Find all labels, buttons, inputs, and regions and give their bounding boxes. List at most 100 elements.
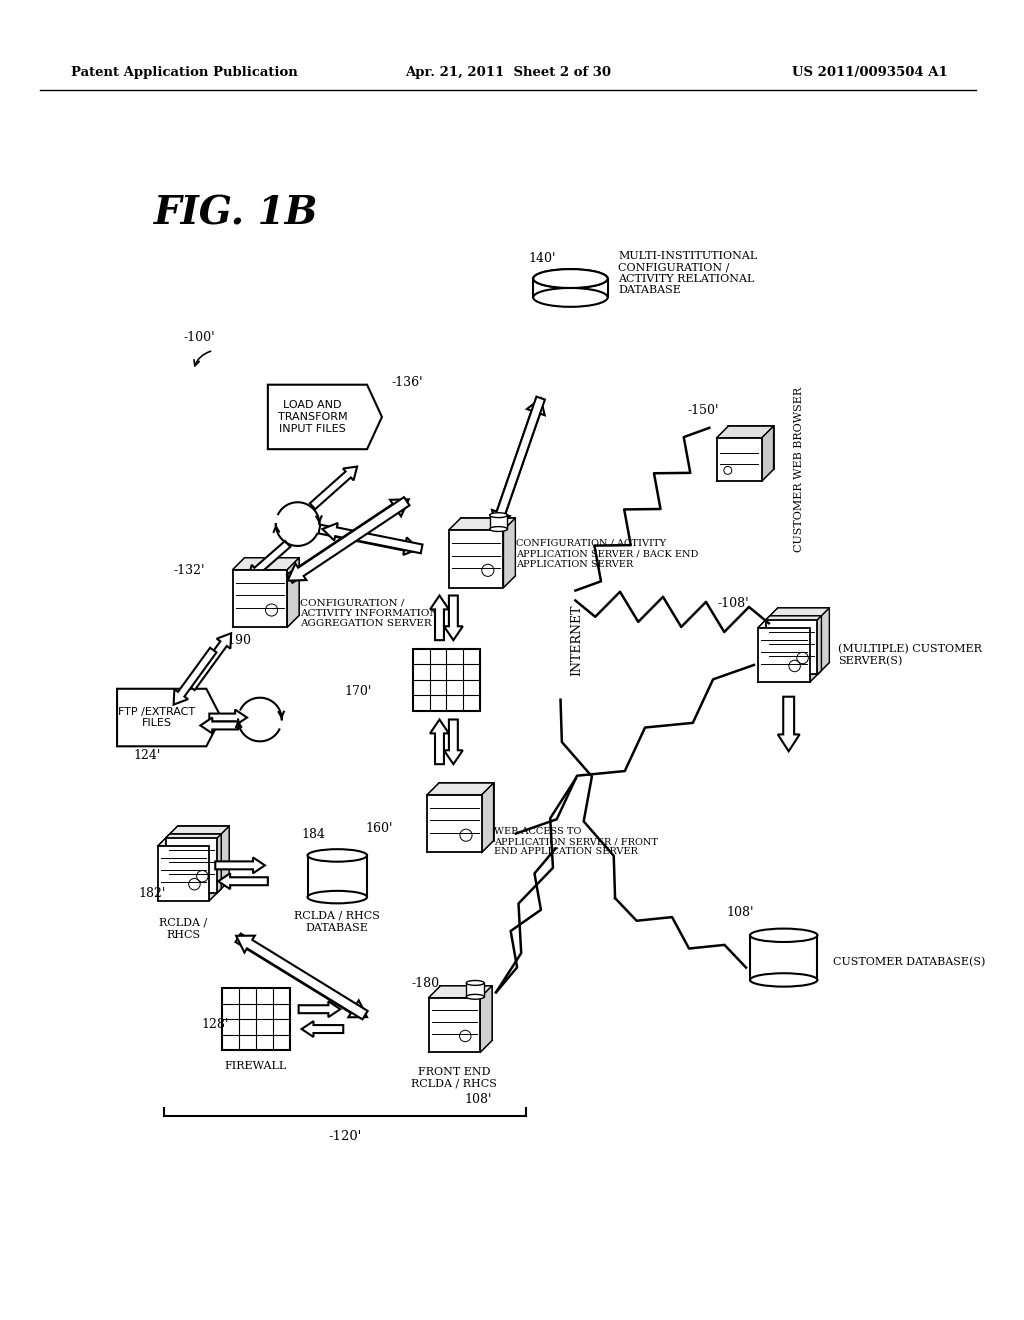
Polygon shape	[778, 697, 800, 751]
Text: -132': -132'	[174, 564, 206, 577]
Polygon shape	[766, 609, 829, 620]
Ellipse shape	[534, 269, 607, 288]
Text: FIREWALL: FIREWALL	[225, 1061, 287, 1071]
Text: -180: -180	[412, 977, 439, 990]
Polygon shape	[299, 1002, 340, 1018]
FancyBboxPatch shape	[461, 519, 515, 576]
FancyBboxPatch shape	[158, 846, 209, 900]
Text: INTERNET: INTERNET	[570, 605, 584, 676]
FancyBboxPatch shape	[758, 628, 810, 682]
FancyBboxPatch shape	[750, 936, 817, 979]
Polygon shape	[217, 826, 229, 892]
Text: 128': 128'	[202, 1018, 228, 1031]
Ellipse shape	[534, 288, 607, 306]
Text: 124': 124'	[134, 748, 162, 762]
Text: RCLDA /
RHCS: RCLDA / RHCS	[160, 917, 208, 940]
FancyBboxPatch shape	[232, 570, 287, 627]
Polygon shape	[323, 523, 423, 553]
Text: CUSTOMER WEB BROWSER: CUSTOMER WEB BROWSER	[794, 387, 804, 552]
Ellipse shape	[489, 527, 508, 532]
Text: LOAD AND
TRANSFORM
INPUT FILES: LOAD AND TRANSFORM INPUT FILES	[278, 400, 347, 433]
FancyBboxPatch shape	[728, 426, 773, 470]
Text: FIG. 1B: FIG. 1B	[154, 194, 318, 232]
Ellipse shape	[466, 981, 484, 985]
Text: 108': 108'	[726, 907, 754, 920]
Polygon shape	[287, 558, 299, 627]
Text: US 2011/0093504 A1: US 2011/0093504 A1	[792, 66, 947, 79]
FancyBboxPatch shape	[770, 616, 821, 671]
Polygon shape	[427, 783, 494, 795]
FancyBboxPatch shape	[429, 998, 480, 1052]
Polygon shape	[762, 426, 773, 482]
Ellipse shape	[307, 891, 367, 903]
Text: CONFIGURATION / ACTIVITY
APPLICATION SERVER / BACK END
APPLICATION SERVER: CONFIGURATION / ACTIVITY APPLICATION SER…	[516, 539, 698, 569]
Ellipse shape	[489, 512, 508, 517]
Text: (MULTIPLE) CUSTOMER
SERVER(S): (MULTIPLE) CUSTOMER SERVER(S)	[839, 644, 982, 667]
Polygon shape	[449, 519, 515, 531]
Polygon shape	[758, 616, 821, 628]
Ellipse shape	[750, 928, 817, 942]
Text: 108': 108'	[464, 1093, 492, 1106]
FancyBboxPatch shape	[449, 531, 504, 587]
Polygon shape	[236, 933, 367, 1018]
Polygon shape	[287, 499, 409, 582]
FancyBboxPatch shape	[166, 838, 217, 892]
Polygon shape	[288, 498, 410, 581]
Text: -120': -120'	[329, 1130, 361, 1143]
FancyBboxPatch shape	[489, 515, 508, 529]
Polygon shape	[248, 541, 291, 578]
FancyBboxPatch shape	[466, 983, 484, 997]
Polygon shape	[302, 1022, 343, 1038]
Text: -100': -100'	[183, 331, 215, 345]
Polygon shape	[310, 466, 357, 510]
FancyBboxPatch shape	[222, 989, 290, 1049]
FancyBboxPatch shape	[245, 558, 299, 615]
Polygon shape	[209, 710, 247, 726]
FancyBboxPatch shape	[439, 783, 494, 841]
Text: FTP /EXTRACT
FILES: FTP /EXTRACT FILES	[118, 706, 196, 729]
Text: Patent Application Publication: Patent Application Publication	[72, 66, 298, 79]
Polygon shape	[218, 874, 268, 890]
Polygon shape	[430, 595, 449, 640]
Text: CONFIGURATION /
ACTIVITY INFORMATION
AGGREGATION SERVER: CONFIGURATION / ACTIVITY INFORMATION AGG…	[300, 598, 438, 628]
Text: -108': -108'	[718, 597, 749, 610]
Ellipse shape	[750, 973, 817, 986]
Text: -150': -150'	[688, 404, 719, 417]
Text: -136': -136'	[392, 376, 424, 388]
Polygon shape	[810, 616, 821, 682]
Text: 184: 184	[301, 828, 326, 841]
FancyBboxPatch shape	[717, 438, 762, 482]
FancyBboxPatch shape	[307, 855, 367, 898]
Polygon shape	[268, 384, 382, 449]
Polygon shape	[481, 783, 494, 853]
Polygon shape	[117, 689, 221, 746]
Polygon shape	[444, 595, 463, 640]
Text: 182': 182'	[139, 887, 166, 900]
Polygon shape	[429, 986, 493, 998]
Polygon shape	[480, 986, 493, 1052]
Polygon shape	[166, 826, 229, 838]
FancyBboxPatch shape	[778, 609, 829, 663]
Ellipse shape	[534, 269, 607, 288]
Ellipse shape	[466, 994, 484, 999]
FancyBboxPatch shape	[427, 795, 481, 853]
FancyBboxPatch shape	[534, 279, 607, 297]
Polygon shape	[209, 834, 221, 900]
Polygon shape	[504, 519, 515, 587]
Polygon shape	[158, 834, 221, 846]
Text: -190: -190	[224, 634, 252, 647]
Polygon shape	[817, 609, 829, 675]
FancyBboxPatch shape	[440, 986, 493, 1040]
FancyBboxPatch shape	[177, 826, 229, 880]
Polygon shape	[492, 399, 545, 528]
Polygon shape	[430, 719, 449, 764]
Text: FRONT END
RCLDA / RHCS: FRONT END RCLDA / RHCS	[412, 1067, 498, 1089]
Text: 170': 170'	[345, 685, 372, 698]
Polygon shape	[318, 524, 419, 554]
Text: WEB ACCESS TO
APPLICATION SERVER / FRONT
END APPLICATION SERVER: WEB ACCESS TO APPLICATION SERVER / FRONT…	[494, 826, 658, 857]
Polygon shape	[232, 558, 299, 570]
Polygon shape	[188, 634, 231, 690]
Text: RCLDA / RHCS
DATABASE: RCLDA / RHCS DATABASE	[294, 911, 380, 933]
Text: 140': 140'	[528, 252, 556, 265]
Polygon shape	[237, 936, 368, 1019]
